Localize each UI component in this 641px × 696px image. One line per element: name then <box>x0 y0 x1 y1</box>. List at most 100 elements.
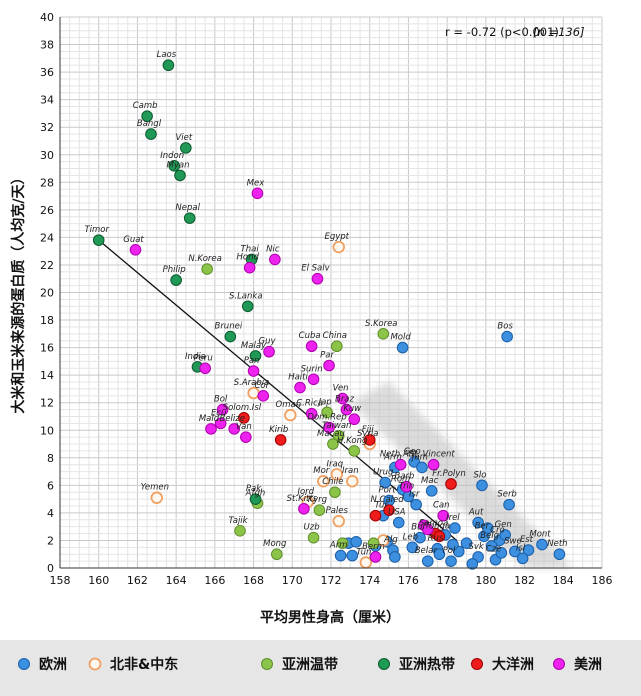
point-label: St.Kitts <box>287 494 318 504</box>
point-label: Ecu <box>211 408 226 418</box>
point-americas <box>369 551 382 563</box>
point-label: Can <box>433 501 450 511</box>
legend-items: 欧洲 北非&中东 亚洲温带 亚洲热带 大洋洲 美洲 <box>18 656 602 673</box>
point-eu <box>522 544 535 556</box>
y-tick-label: 24 <box>40 231 54 244</box>
point-asia_temp <box>367 537 380 550</box>
legend-marker-mena <box>88 657 102 671</box>
point-americas <box>348 413 361 426</box>
point-eu <box>421 555 434 567</box>
point-label: Barb <box>395 472 415 482</box>
point-label: Cro <box>490 525 505 535</box>
point-eu <box>503 498 515 511</box>
y-tick-label: 32 <box>40 121 54 134</box>
point-label: India <box>185 352 206 362</box>
legend-label-oceania: 大洋洲 <box>492 656 534 673</box>
point-eu <box>485 540 498 552</box>
point-asia_temp <box>234 525 246 537</box>
y-tick-label: 12 <box>40 397 54 410</box>
point-label: Myan <box>167 160 190 170</box>
point-eu <box>536 538 548 551</box>
point-label: Macau <box>317 429 345 439</box>
point-americas <box>228 423 241 435</box>
point-americas <box>251 187 264 200</box>
y-tick-label: 34 <box>40 94 54 107</box>
point-eu <box>334 549 347 562</box>
point-americas <box>216 403 229 416</box>
point-label: Irel <box>446 513 460 523</box>
point-eu <box>379 476 392 489</box>
point-label: Bos <box>497 322 513 332</box>
point-label: Iran <box>342 466 359 476</box>
point-label: Port <box>378 486 396 496</box>
point-eu <box>516 552 529 565</box>
point-label: Kirib <box>269 425 288 435</box>
y-tick-label: 26 <box>40 204 54 217</box>
point-label: Bul <box>411 523 425 533</box>
point-label: Timor <box>84 225 109 235</box>
point-asia_temp <box>321 406 333 419</box>
point-eu <box>476 479 488 492</box>
point-label: Tajik <box>228 516 248 526</box>
point-americas <box>340 403 353 416</box>
point-asia_temp <box>336 537 349 550</box>
point-oceania <box>238 412 250 424</box>
plot-shadow <box>350 382 573 568</box>
legend-label-mena: 北非&中东 <box>110 656 178 673</box>
x-tick-label: 164 <box>166 574 187 587</box>
point-label: Indon <box>160 151 184 161</box>
point-americas <box>437 509 450 522</box>
point-eu <box>350 536 362 548</box>
point-label: El Salv <box>301 264 330 274</box>
point-label: Laos <box>157 50 177 60</box>
point-label: Mac <box>421 476 439 486</box>
y-tick-label: 30 <box>40 149 54 162</box>
point-label: Leb <box>403 532 418 542</box>
x-tick-label: 174 <box>359 574 380 587</box>
point-americas <box>257 390 270 402</box>
point-asia_trop <box>145 128 157 140</box>
point-label: Est <box>520 535 534 545</box>
point-oceania <box>369 509 382 522</box>
point-label: Iraq <box>327 459 344 469</box>
x-axis-label: 平均男性身高（厘米） <box>260 609 400 626</box>
point-americas <box>214 417 227 430</box>
point-eu <box>389 551 401 563</box>
point-americas <box>400 480 413 493</box>
point-label: Haiti <box>288 373 308 383</box>
point-label: Fiji <box>362 425 375 435</box>
point-asia_trop <box>180 142 192 154</box>
x-tick-label: 162 <box>127 574 148 587</box>
point-oceania <box>383 504 395 516</box>
point-eu <box>406 541 419 554</box>
point-label: Samoa <box>419 519 448 529</box>
point-label: Neth <box>547 539 567 549</box>
point-label: Bangl <box>137 119 162 129</box>
point-asia_trop <box>92 234 105 246</box>
point-label: C.Rica <box>296 399 323 409</box>
point-eu <box>414 531 426 544</box>
legend-marker-asia_temp <box>261 658 273 670</box>
point-label: Yemen <box>141 483 169 493</box>
point-asia_temp <box>332 429 345 442</box>
point-asia_temp <box>201 263 213 275</box>
point-label: Brunei <box>214 322 242 332</box>
point-label: Pan <box>244 356 260 366</box>
point-label: Bol <box>214 395 228 405</box>
x-tick-label: 186 <box>592 574 613 587</box>
point-mena <box>332 514 345 528</box>
point-label: USA <box>388 508 406 518</box>
point-label: Gen <box>495 520 512 530</box>
axes: 158 160 162 164 166 168 170 172 174 176 178 180 182 1… <box>40 11 613 587</box>
point-americas <box>263 345 275 358</box>
y-tick-label: 22 <box>40 259 54 272</box>
point-label: N.Caled <box>370 495 404 505</box>
point-label: S.Lanka <box>229 291 263 301</box>
y-tick-label: 36 <box>40 66 54 79</box>
point-asia_trop <box>174 169 186 182</box>
point-mena <box>346 475 359 488</box>
point-label: Van <box>236 422 252 432</box>
y-tick-label: 16 <box>40 342 54 355</box>
point-americas <box>243 261 256 274</box>
point-label: Par <box>320 351 334 361</box>
